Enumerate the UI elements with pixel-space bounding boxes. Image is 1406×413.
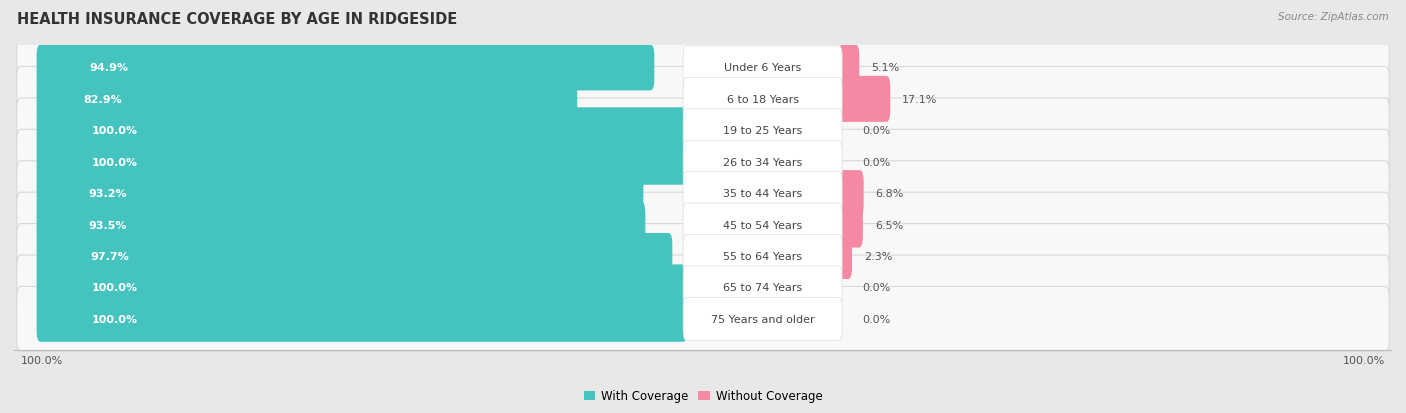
FancyBboxPatch shape: [838, 202, 863, 248]
Text: 93.2%: 93.2%: [89, 189, 127, 199]
Text: 6 to 18 Years: 6 to 18 Years: [727, 95, 799, 104]
FancyBboxPatch shape: [683, 204, 842, 247]
Text: 100.0%: 100.0%: [91, 314, 138, 324]
FancyBboxPatch shape: [17, 161, 1389, 226]
FancyBboxPatch shape: [37, 171, 644, 216]
Text: 6.5%: 6.5%: [875, 220, 903, 230]
Text: 100.0%: 100.0%: [91, 126, 138, 136]
Text: 6.8%: 6.8%: [876, 189, 904, 199]
Text: 100.0%: 100.0%: [21, 356, 63, 366]
Text: 19 to 25 Years: 19 to 25 Years: [723, 126, 803, 136]
Text: Under 6 Years: Under 6 Years: [724, 63, 801, 73]
FancyBboxPatch shape: [17, 36, 1389, 101]
Text: Source: ZipAtlas.com: Source: ZipAtlas.com: [1278, 12, 1389, 22]
FancyBboxPatch shape: [37, 77, 578, 123]
Text: HEALTH INSURANCE COVERAGE BY AGE IN RIDGESIDE: HEALTH INSURANCE COVERAGE BY AGE IN RIDG…: [17, 12, 457, 27]
Text: 100.0%: 100.0%: [91, 283, 138, 293]
Text: 94.9%: 94.9%: [90, 63, 128, 73]
Text: 100.0%: 100.0%: [1343, 356, 1385, 366]
Text: 2.3%: 2.3%: [863, 252, 893, 261]
FancyBboxPatch shape: [838, 233, 852, 279]
FancyBboxPatch shape: [37, 139, 688, 185]
FancyBboxPatch shape: [683, 47, 842, 90]
FancyBboxPatch shape: [17, 255, 1389, 320]
FancyBboxPatch shape: [683, 109, 842, 152]
FancyBboxPatch shape: [37, 265, 688, 311]
FancyBboxPatch shape: [17, 67, 1389, 132]
Text: 0.0%: 0.0%: [862, 283, 890, 293]
FancyBboxPatch shape: [683, 266, 842, 309]
FancyBboxPatch shape: [683, 141, 842, 184]
Text: 82.9%: 82.9%: [83, 95, 122, 104]
FancyBboxPatch shape: [17, 130, 1389, 195]
Text: 97.7%: 97.7%: [91, 252, 129, 261]
FancyBboxPatch shape: [838, 171, 863, 216]
FancyBboxPatch shape: [17, 224, 1389, 289]
FancyBboxPatch shape: [37, 233, 672, 279]
Text: 100.0%: 100.0%: [91, 157, 138, 167]
Legend: With Coverage, Without Coverage: With Coverage, Without Coverage: [579, 385, 827, 407]
Text: 26 to 34 Years: 26 to 34 Years: [723, 157, 803, 167]
Text: 55 to 64 Years: 55 to 64 Years: [723, 252, 803, 261]
FancyBboxPatch shape: [838, 45, 859, 91]
FancyBboxPatch shape: [37, 108, 688, 154]
Text: 35 to 44 Years: 35 to 44 Years: [723, 189, 803, 199]
FancyBboxPatch shape: [17, 193, 1389, 257]
FancyBboxPatch shape: [838, 77, 890, 123]
FancyBboxPatch shape: [17, 99, 1389, 163]
Text: 93.5%: 93.5%: [89, 220, 127, 230]
Text: 0.0%: 0.0%: [862, 157, 890, 167]
FancyBboxPatch shape: [683, 78, 842, 121]
FancyBboxPatch shape: [37, 202, 645, 248]
Text: 5.1%: 5.1%: [872, 63, 900, 73]
Text: 0.0%: 0.0%: [862, 314, 890, 324]
FancyBboxPatch shape: [37, 45, 654, 91]
FancyBboxPatch shape: [17, 287, 1389, 351]
Text: 65 to 74 Years: 65 to 74 Years: [723, 283, 803, 293]
FancyBboxPatch shape: [683, 235, 842, 278]
FancyBboxPatch shape: [683, 172, 842, 215]
FancyBboxPatch shape: [37, 296, 688, 342]
Text: 17.1%: 17.1%: [903, 95, 938, 104]
Text: 75 Years and older: 75 Years and older: [711, 314, 814, 324]
Text: 45 to 54 Years: 45 to 54 Years: [723, 220, 803, 230]
Text: 0.0%: 0.0%: [862, 126, 890, 136]
FancyBboxPatch shape: [683, 298, 842, 340]
